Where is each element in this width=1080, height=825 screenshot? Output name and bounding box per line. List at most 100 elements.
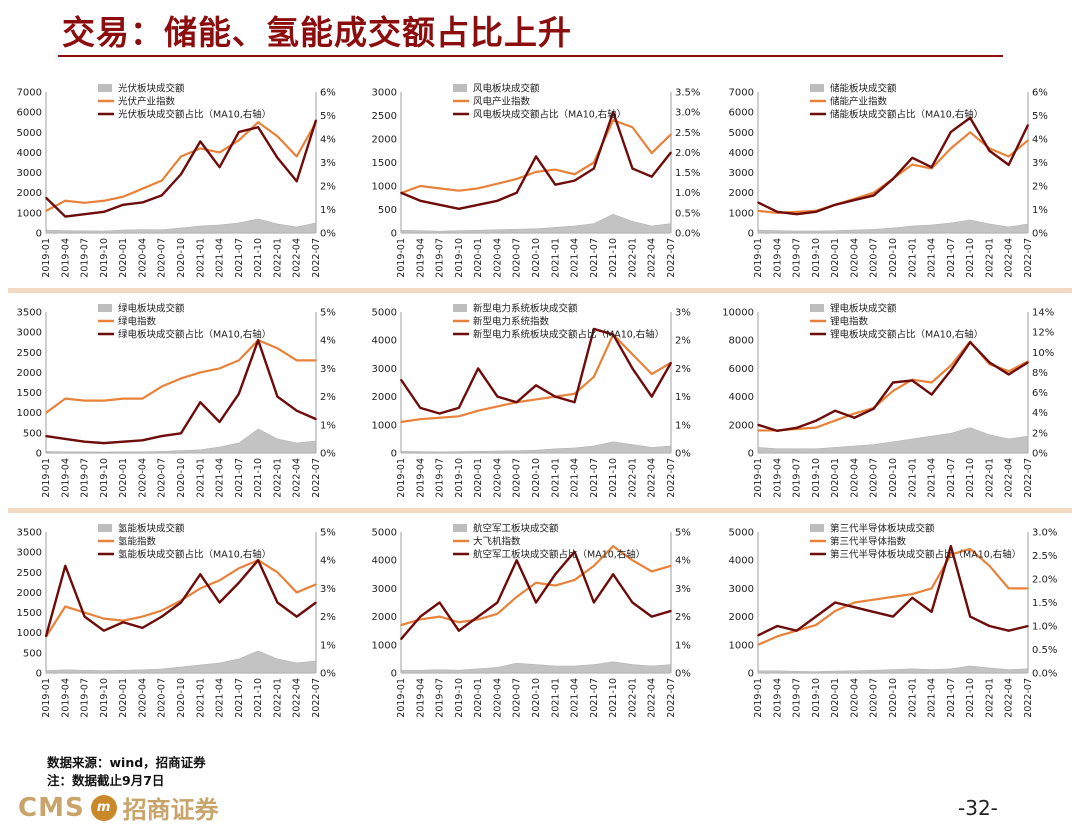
index-point [141, 397, 144, 400]
index-point [199, 587, 202, 590]
y-tick-label: 1500 [17, 608, 42, 619]
x-tick-label: 2019-01 [753, 458, 764, 498]
y-tick-label: 3000 [729, 584, 754, 595]
y2-tick-label: 2% [320, 392, 336, 403]
x-tick-label: 2020-04 [137, 678, 148, 718]
y-tick-label: 3000 [372, 88, 397, 99]
chart-panel-lithium: 0 2000 4000 6000 8000 10000 0% 2% 4% 6% 8% 10% 12% 14… [712, 298, 1072, 498]
index-point [573, 173, 576, 176]
index-point [670, 565, 672, 567]
y2-tick-label: 1% [320, 640, 336, 651]
x-tick-label: 2019-04 [772, 678, 783, 718]
y2-tick-label: 0.5% [1032, 645, 1057, 656]
y2-tick-label: 1% [1032, 205, 1048, 216]
index-point [950, 147, 952, 150]
company-logo: CMS m 招商证券 [18, 790, 219, 825]
ratio-point [535, 384, 537, 387]
x-tick-label: 2022-07 [1023, 238, 1034, 278]
index-point [535, 171, 537, 173]
y-tick-label: 7000 [729, 88, 754, 99]
y2-tick-label: 4% [320, 556, 336, 567]
ratio-point [496, 601, 499, 604]
x-tick-label: 2022-01 [627, 458, 638, 498]
index-point [122, 397, 124, 400]
ratio-point [834, 409, 836, 412]
x-tick-label: 2021-01 [550, 458, 561, 498]
row-separator-2 [8, 508, 1072, 513]
y-tick-label: 1000 [372, 640, 397, 651]
x-tick-label: 2020-10 [531, 238, 542, 278]
ratio-point [458, 208, 460, 210]
x-tick-label: 2019-01 [753, 238, 764, 278]
y-tick-label: 0 [36, 449, 42, 460]
x-tick-label: 2021-07 [589, 458, 600, 498]
x-tick-label: 2019-04 [60, 238, 71, 278]
ratio-point [180, 432, 182, 435]
ratio-point [950, 131, 952, 133]
ratio-point [45, 635, 47, 638]
ratio-point [400, 638, 402, 640]
legend-label: 绿电指数 [118, 316, 157, 328]
index-point [872, 191, 875, 194]
ratio-point [988, 149, 991, 152]
y2-tick-label: 3% [320, 158, 336, 169]
x-tick-label: 2020-07 [157, 238, 168, 278]
y-tick-label: 2000 [372, 135, 397, 146]
index-point [45, 411, 47, 414]
y2-tick-label: 0% [1032, 449, 1048, 460]
index-point [612, 119, 614, 121]
y-tick-label: 2500 [17, 568, 42, 579]
y2-tick-label: 3.5% [675, 88, 700, 99]
x-tick-label: 2020-04 [492, 458, 503, 498]
x-tick-label: 2019-10 [99, 678, 110, 718]
ratio-point [458, 407, 460, 409]
logo-chinese-name: 招商证券 [122, 796, 219, 824]
x-tick-label: 2020-04 [849, 678, 860, 718]
x-tick-label: 2019-01 [41, 458, 52, 498]
ratio-point [218, 166, 221, 168]
x-tick-label: 2019-10 [454, 238, 465, 278]
x-tick-label: 2020-10 [531, 678, 542, 718]
y-tick-label: 1000 [729, 640, 754, 651]
index-point [988, 565, 991, 567]
logo-text: CMS [18, 792, 85, 823]
legend-label: 新型电力系统指数 [473, 316, 550, 328]
index-point [103, 617, 105, 620]
index-point [438, 187, 441, 190]
ratio-point [160, 194, 163, 197]
ratio-point [988, 361, 991, 364]
legend-label: 风电板块成交额 [473, 83, 540, 95]
x-tick-label: 2020-10 [176, 678, 187, 718]
index-point [122, 195, 124, 198]
ratio-point [757, 634, 759, 637]
index-point [295, 359, 298, 362]
x-tick-label: 2021-10 [965, 238, 976, 278]
index-point [122, 619, 124, 622]
ratio-point [276, 157, 279, 159]
ratio-point [199, 573, 202, 576]
legend-label: 绿电板块成交额占比（MA10,右轴） [118, 329, 271, 341]
x-tick-label: 2019-04 [415, 678, 426, 718]
index-point [950, 364, 952, 367]
ratio-point [276, 395, 279, 398]
x-tick-label: 2021-10 [253, 678, 264, 718]
x-tick-label: 2021-10 [253, 458, 264, 498]
index-point [64, 397, 67, 400]
index-point [141, 615, 144, 618]
ratio-point [257, 559, 259, 561]
ratio-point [400, 378, 402, 381]
y-tick-label: 1500 [372, 158, 397, 169]
y-tick-label: 6000 [729, 364, 754, 375]
y-tick-label: 0 [391, 229, 397, 240]
x-tick-label: 2019-04 [772, 238, 783, 278]
ratio-point [969, 615, 971, 618]
ratio-point [141, 627, 144, 629]
ratio-point [419, 199, 422, 202]
ratio-line [400, 327, 673, 415]
ratio-line [45, 339, 317, 445]
x-tick-label: 2022-01 [272, 678, 283, 718]
y-tick-label: 2000 [729, 188, 754, 199]
y2-tick-label: 4% [320, 336, 336, 347]
index-point [496, 405, 499, 408]
index-point [554, 168, 557, 171]
